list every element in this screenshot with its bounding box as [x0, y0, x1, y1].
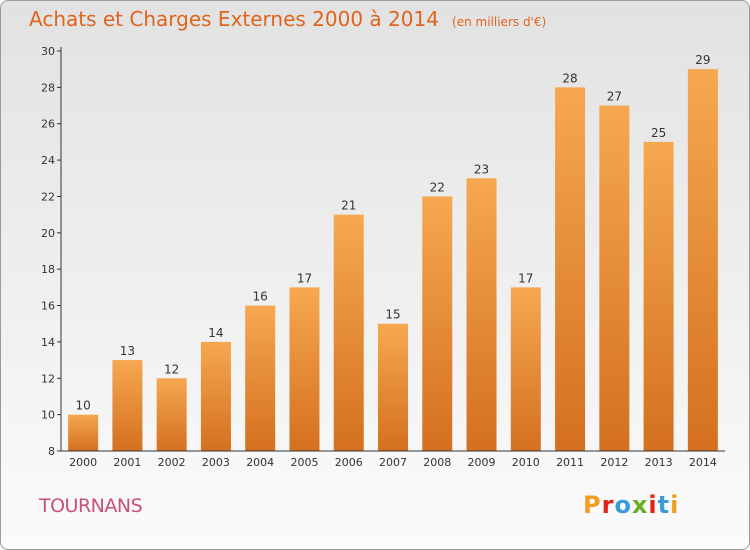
- x-tick-label-2008: 2008: [423, 456, 451, 469]
- x-tick-label-2010: 2010: [512, 456, 540, 469]
- bar-2000: [68, 414, 99, 451]
- value-label-2009: 23: [474, 162, 489, 176]
- x-tick-label-2014: 2014: [689, 456, 717, 469]
- bar-2003: [200, 341, 231, 451]
- bar-2005: [289, 287, 320, 451]
- chart-title: Achats et Charges Externes 2000 à 2014: [29, 7, 439, 31]
- x-tick-label-2006: 2006: [335, 456, 363, 469]
- value-label-2005: 17: [297, 271, 312, 285]
- y-tick-label-28: 28: [41, 81, 55, 94]
- value-label-2008: 22: [430, 180, 445, 194]
- logo-letter: x: [631, 491, 649, 519]
- logo-letter: o: [614, 491, 632, 519]
- y-tick-label-26: 26: [41, 118, 55, 131]
- logo-letter: i: [670, 491, 680, 519]
- bar-2002: [156, 378, 187, 451]
- bar-2013: [643, 141, 674, 451]
- x-tick-label-2011: 2011: [556, 456, 584, 469]
- logo-letter: r: [601, 491, 615, 519]
- y-tick-label-30: 30: [41, 45, 55, 58]
- value-label-2002: 12: [164, 362, 179, 376]
- bar-2009: [466, 178, 497, 452]
- x-tick-label-2013: 2013: [645, 456, 673, 469]
- y-tick-label-12: 12: [41, 372, 55, 385]
- bar-2011: [555, 87, 586, 451]
- y-tick-label-16: 16: [41, 300, 55, 313]
- x-tick-label-2002: 2002: [158, 456, 186, 469]
- x-tick-label-2004: 2004: [246, 456, 274, 469]
- value-label-2007: 15: [385, 308, 400, 322]
- chart-unit: (en milliers d'€): [452, 15, 547, 29]
- value-label-2003: 14: [208, 326, 223, 340]
- bar-2012: [599, 105, 630, 451]
- value-label-2000: 10: [75, 399, 90, 413]
- value-label-2001: 13: [120, 344, 135, 358]
- value-label-2006: 21: [341, 199, 356, 213]
- y-tick-label-24: 24: [41, 154, 55, 167]
- commune-name: TOURNANS: [39, 495, 143, 517]
- bar-2010: [510, 287, 541, 451]
- x-tick-label-2000: 2000: [69, 456, 97, 469]
- bar-2001: [112, 360, 143, 451]
- bar-2004: [245, 305, 276, 451]
- value-label-2013: 25: [651, 126, 666, 140]
- y-tick-label-14: 14: [41, 336, 55, 349]
- x-tick-label-2009: 2009: [468, 456, 496, 469]
- y-tick-label-18: 18: [41, 263, 55, 276]
- logo-letter: t: [657, 491, 671, 519]
- bar-2006: [333, 214, 364, 451]
- x-tick-label-2012: 2012: [600, 456, 628, 469]
- bar-2008: [422, 196, 453, 451]
- chart-title-block: Achats et Charges Externes 2000 à 2014 (…: [29, 7, 546, 31]
- value-label-2014: 29: [695, 53, 710, 67]
- logo-letter: i: [648, 491, 658, 519]
- x-tick-label-2007: 2007: [379, 456, 407, 469]
- y-tick-label-20: 20: [41, 227, 55, 240]
- y-tick-label-22: 22: [41, 190, 55, 203]
- x-tick-label-2001: 2001: [113, 456, 141, 469]
- logo-letter: P: [583, 491, 602, 519]
- x-tick-label-2003: 2003: [202, 456, 230, 469]
- y-tick-label-10: 10: [41, 409, 55, 422]
- value-label-2012: 27: [607, 90, 622, 104]
- proxiti-logo: Proxiti: [583, 491, 679, 519]
- bar-2007: [378, 323, 408, 451]
- value-label-2010: 17: [518, 271, 533, 285]
- x-tick-label-2005: 2005: [290, 456, 318, 469]
- value-label-2004: 16: [253, 290, 268, 304]
- value-label-2011: 28: [562, 71, 577, 85]
- bar-2014: [687, 69, 718, 451]
- y-tick-label-8: 8: [48, 445, 55, 458]
